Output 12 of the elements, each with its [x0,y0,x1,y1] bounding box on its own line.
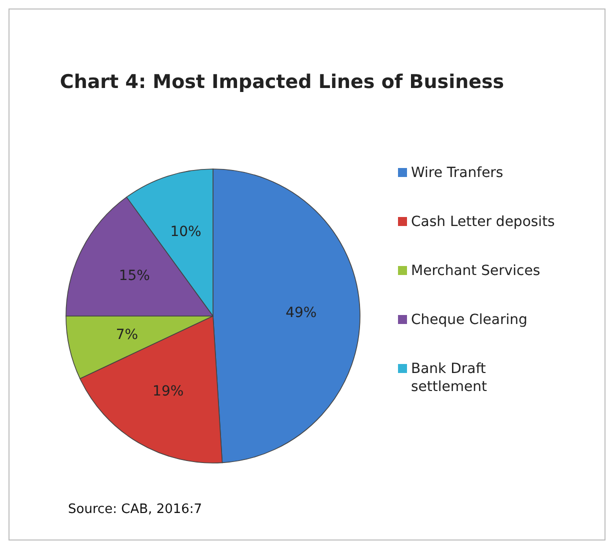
legend-label: Cheque Clearing [411,312,528,328]
data-label: 19% [152,384,184,400]
data-label: 15% [118,268,150,284]
legend-label: Bank Draft settlement [411,360,488,395]
source-note: Source: CAB, 2016:7 [68,502,202,517]
data-label: 49% [286,305,317,322]
chart-title: Chart 4: Most Impacted Lines of Business [60,71,504,93]
legend-label: Merchant Services [411,262,540,279]
legend-label: Wire Tranfers [411,164,504,181]
legend-label: Cash Letter deposits [411,214,555,230]
data-label: 7% [116,327,138,344]
data-label: 10% [170,224,202,240]
